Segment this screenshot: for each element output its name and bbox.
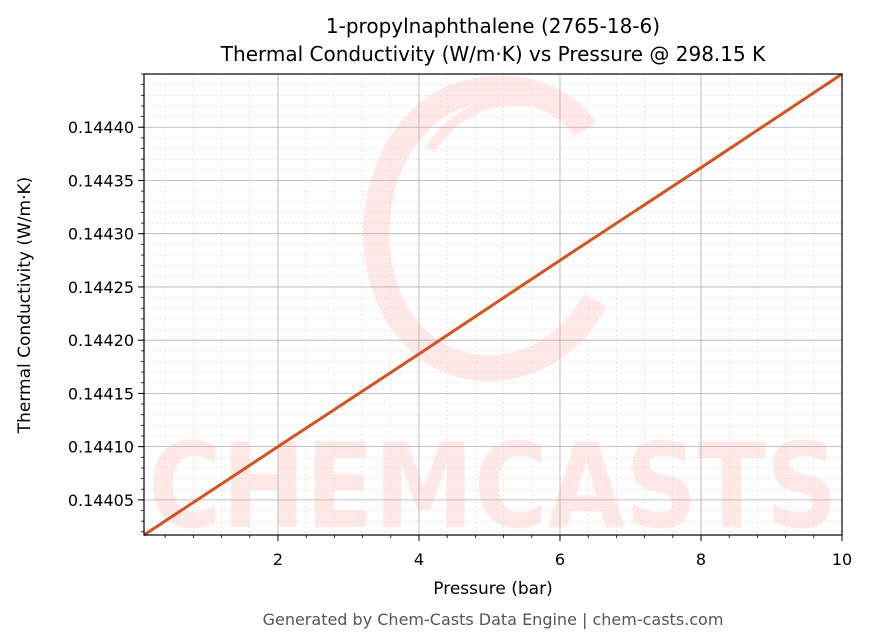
y-tick-label: 0.14435	[68, 171, 134, 190]
footer-credit: Generated by Chem-Casts Data Engine | ch…	[263, 610, 724, 629]
y-tick-label: 0.14420	[68, 331, 134, 350]
x-tick-label: 2	[273, 550, 283, 569]
y-tick-label: 0.14410	[68, 438, 134, 457]
y-tick-label: 0.14405	[68, 491, 134, 510]
x-axis: 2 4 6 8 10	[164, 535, 852, 569]
x-axis-label: Pressure (bar)	[433, 579, 552, 599]
y-tick-label: 0.14430	[68, 225, 134, 244]
watermark-text: CHEMCASTS	[148, 417, 838, 555]
x-tick-label: 6	[555, 550, 565, 569]
y-tick-label: 0.14425	[68, 278, 134, 297]
series-line	[143, 72, 843, 537]
y-axis: 0.14405 0.14410 0.14415 0.14420 0.14425 0.144…	[68, 73, 144, 533]
y-tick-label: 0.14440	[68, 118, 134, 137]
plot-frame	[143, 73, 843, 536]
watermark: CHEMCASTS	[148, 75, 838, 555]
watermark-swirl-icon	[363, 75, 607, 382]
y-tick-label: 0.14415	[68, 384, 134, 403]
chart-title: 1-propylnaphthalene (2765-18-6)	[326, 14, 660, 38]
y-axis-label: Thermal Conductivity (W/m·K)	[15, 177, 35, 435]
chart-subtitle: Thermal Conductivity (W/m·K) vs Pressure…	[220, 42, 766, 66]
x-tick-label: 4	[414, 550, 424, 569]
x-tick-label: 8	[696, 550, 706, 569]
x-tick-label: 10	[832, 550, 852, 569]
